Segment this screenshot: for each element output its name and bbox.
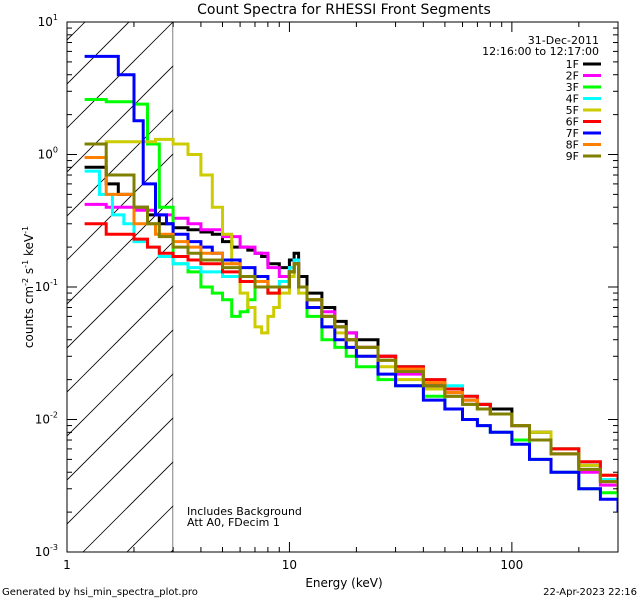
series-line-7F: [84, 54, 618, 513]
hatch-line: [67, 197, 174, 305]
y-tick-exponent: -3: [50, 543, 58, 552]
y-tick-exponent: -2: [50, 411, 58, 420]
hatch-line: [67, 241, 174, 349]
annotation-background: Includes Background: [187, 505, 302, 518]
y-axis-label: counts cm-2 s-1 keV-1: [21, 226, 36, 348]
legend-label-9F: 9F: [566, 150, 579, 163]
legend-label-4F: 4F: [566, 93, 579, 106]
y-axis-label-counts: counts cm: [22, 286, 36, 348]
y-tick-exponent: -1: [50, 278, 58, 287]
y-tick-base: 10: [38, 15, 53, 29]
y-axis-label-exp2: -1: [21, 260, 30, 268]
y-axis-label-exp3: -1: [21, 226, 30, 234]
time-range-label: 12:16:00 to 12:17:00: [482, 45, 599, 58]
x-tick-label: 10: [282, 558, 297, 572]
timestamp-label: 22-Apr-2023 22:16: [543, 587, 637, 598]
legend-label-5F: 5F: [566, 104, 579, 117]
hatched-region: [67, 22, 174, 552]
plot-frame: [66, 21, 619, 553]
hatch-line: [67, 285, 174, 393]
x-axis-label: Energy (keV): [305, 576, 382, 590]
generated-by-label: Generated by hsi_min_spectra_plot.pro: [2, 587, 198, 598]
date-label: 31-Dec-2011: [528, 34, 599, 47]
hatch-line: [67, 417, 174, 525]
series-line-9F: [84, 142, 618, 493]
y-tick-exponent: 0: [53, 146, 58, 155]
y-tick-base: 10: [35, 280, 50, 294]
y-tick-base: 10: [35, 545, 50, 559]
y-tick-label: 101: [38, 13, 58, 29]
hatch-line: [67, 65, 174, 173]
legend-label-7F: 7F: [566, 127, 579, 140]
y-tick-base: 10: [35, 413, 50, 427]
hatch-line: [67, 22, 174, 129]
legend-label-8F: 8F: [566, 139, 579, 152]
y-tick-base: 10: [38, 148, 53, 162]
series-layer: [84, 54, 618, 513]
x-tick-label: 100: [500, 558, 523, 572]
y-axis-label-kev: keV: [22, 233, 36, 260]
hatch-line: [67, 373, 174, 481]
annotation-attenuator: Att A0, FDecim 1: [187, 516, 280, 529]
hatch-line: [82, 461, 174, 552]
legend-label-6F: 6F: [566, 116, 579, 129]
chart-title: Count Spectra for RHESSI Front Segments: [197, 2, 491, 18]
y-tick-label: 10-1: [35, 278, 58, 294]
x-tick-label: 1: [63, 558, 71, 572]
y-tick-label: 100: [38, 146, 58, 162]
y-axis-label-s: s: [22, 268, 36, 278]
legend-label-3F: 3F: [566, 81, 579, 94]
hatch-line: [67, 109, 174, 217]
y-tick-label: 10-3: [35, 543, 58, 559]
legend-label-2F: 2F: [566, 70, 579, 83]
y-axis-label-exp1: -2: [21, 278, 30, 286]
y-tick-exponent: 1: [53, 13, 58, 22]
series-line-6F: [84, 222, 618, 486]
y-tick-label: 10-2: [35, 411, 58, 427]
legend-label-1F: 1F: [566, 58, 579, 71]
series-line-5F: [84, 137, 618, 486]
